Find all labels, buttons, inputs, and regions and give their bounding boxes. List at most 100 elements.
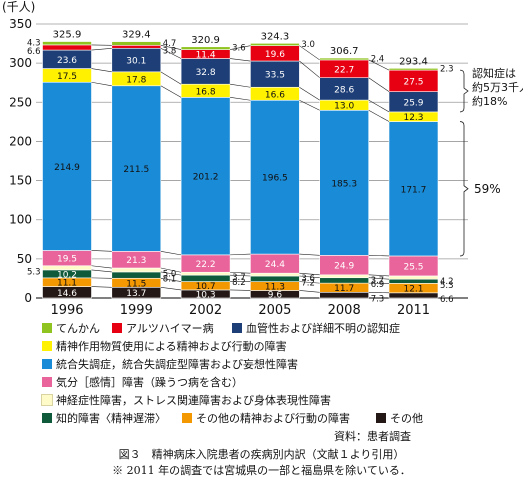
small-value-label: 4.7	[163, 39, 177, 49]
segment-label: 21.3	[126, 256, 146, 266]
small-value-label: 8.2	[232, 278, 246, 288]
legend-swatch	[232, 323, 242, 333]
connector-line	[368, 110, 390, 122]
legend-swatch	[42, 377, 52, 387]
legend-item: 神経症性障害，ストレス関連障害および身体表現性障害	[41, 392, 331, 408]
bar-segment	[180, 58, 231, 85]
segment-label: 9.6	[268, 291, 283, 301]
legend-label: 血管性および詳細不明の認知症	[246, 322, 400, 335]
bar-segment	[319, 57, 370, 61]
y-tick-label: 150	[9, 174, 32, 188]
stacked-bar-chart: (千人) 0 50 100 150 200 250 300 350 14.611.110.2 19…	[2, 0, 523, 318]
bar-segment	[42, 44, 92, 51]
legend-item: アルツハイマー病	[112, 320, 214, 336]
segment-label: 11.3	[265, 283, 285, 293]
small-value-label: 3.7	[371, 276, 385, 286]
bar-segment	[42, 81, 92, 251]
small-value-label: 3.0	[301, 40, 315, 50]
bar-segment	[319, 277, 370, 284]
connector-line	[230, 45, 251, 50]
y-axis: (千人) 0 50 100 150 200 250 300 350	[2, 0, 35, 305]
total-label: 325.9	[53, 30, 82, 41]
connector-line	[91, 265, 112, 269]
connector-line	[230, 83, 251, 88]
segment-label: 19.6	[265, 50, 285, 60]
small-value-label: 3.6	[301, 274, 315, 284]
legend-label: 精神作用物質使用による精神および行動の障害	[56, 340, 287, 353]
segment-label: 17.8	[126, 75, 146, 85]
bar-segment	[250, 43, 300, 46]
legend-row: 統合失調症，統合失調症型障害および妄想性障害	[42, 356, 512, 374]
bar-segment	[180, 274, 231, 282]
segment-label: 25.9	[403, 98, 423, 108]
connector-line	[368, 77, 390, 92]
legend-swatch	[42, 413, 52, 423]
annotations: 認知症は約5万3千人：約18% 59%	[459, 66, 523, 257]
legend-label: 統合失調症，統合失調症型障害および妄想性障害	[56, 358, 298, 371]
legend-row: てんかん アルツハイマー病 血管性および詳細不明の認知症	[42, 320, 512, 338]
legend-row: 知的障害〈精神遅滞〉 その他の精神および行動の障害 その他	[42, 410, 512, 428]
connector-line	[299, 272, 320, 276]
segment-label: 185.3	[331, 179, 357, 189]
x-tick-label: 2008	[328, 303, 361, 318]
connector-line	[230, 271, 251, 274]
connector-line	[230, 58, 251, 62]
bar-segment	[111, 85, 162, 252]
total-label: 306.7	[330, 46, 359, 57]
y-axis-unit: (千人)	[2, 0, 35, 14]
connector-line	[299, 60, 320, 78]
connector-line	[230, 274, 251, 277]
legend-label: 知的障害〈精神遅滞〉	[56, 412, 166, 425]
connector-lines	[91, 44, 390, 294]
small-value-label: 3.7	[232, 273, 246, 283]
y-tick-label: 350	[9, 17, 32, 31]
annotation-line: 約18%	[472, 94, 507, 108]
segment-label: 10.7	[196, 282, 216, 292]
connector-line	[160, 277, 182, 282]
legend-label: その他の精神および行動の障害	[196, 412, 350, 425]
legend-label: その他	[390, 412, 423, 425]
connector-line	[91, 269, 112, 273]
connector-line	[160, 45, 182, 50]
bar-segment	[111, 267, 162, 273]
segment-label: 16.6	[265, 90, 285, 100]
connector-line	[160, 271, 182, 276]
legend-item: その他の精神および行動の障害	[182, 410, 350, 426]
connector-line	[299, 99, 320, 111]
x-tick-label: 2005	[258, 303, 291, 318]
connector-line	[230, 253, 251, 256]
legend-swatch	[42, 359, 52, 369]
data-labels: 14.611.110.219.5214.917.523.6325.913.711…	[27, 30, 454, 305]
connector-line	[299, 253, 320, 256]
small-value-label: 4.2	[440, 277, 454, 287]
legend-item: 統合失調症，統合失調症型障害および妄想性障害	[42, 356, 298, 372]
segment-label: 24.9	[334, 262, 354, 272]
bar-segment	[388, 278, 439, 284]
x-axis-labels: 1996 1999 2002 2005 2008 2011	[50, 303, 430, 318]
connector-line	[91, 250, 112, 252]
bar-segment	[319, 274, 370, 279]
connector-line	[368, 291, 390, 294]
connector-line	[230, 97, 251, 101]
bar-segment	[111, 271, 162, 279]
bar-segment	[42, 265, 92, 271]
segment-label: 196.5	[262, 174, 288, 184]
bar-segment	[250, 272, 300, 277]
segment-label: 14.6	[57, 289, 77, 299]
legend-item: 気分［感情］障害（躁うつ病を含む）	[42, 374, 243, 390]
segment-label: 19.5	[57, 255, 77, 265]
connector-line	[160, 71, 182, 85]
segment-label: 12.1	[403, 285, 423, 295]
small-value-label: 7.2	[301, 278, 315, 288]
connector-line	[160, 251, 182, 256]
bar-segment	[388, 68, 439, 71]
small-value-label: 3.6	[232, 44, 246, 54]
connector-line	[160, 267, 182, 273]
small-value-label: 5.0	[163, 269, 177, 279]
schizophrenia-bracket	[459, 121, 469, 257]
segment-label: 30.1	[126, 57, 146, 67]
connector-line	[91, 286, 112, 288]
legend-swatch	[42, 341, 52, 351]
source-note: 資料：患者調査	[334, 430, 411, 443]
connector-line	[368, 274, 390, 277]
